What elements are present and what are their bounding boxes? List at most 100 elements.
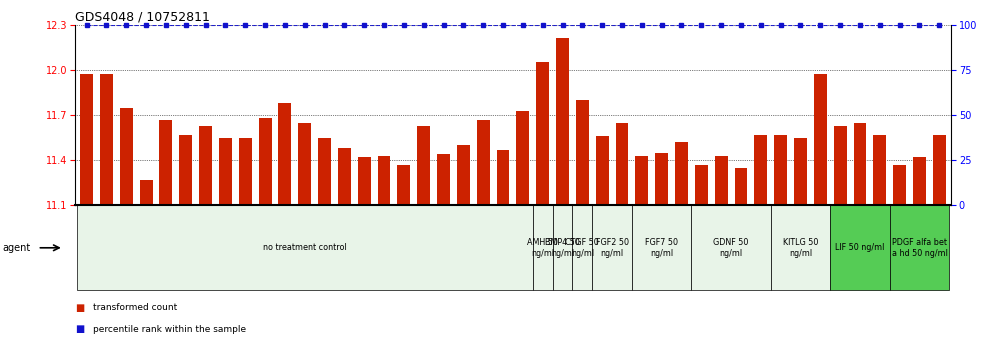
Bar <box>893 165 906 205</box>
Bar <box>814 74 827 205</box>
Bar <box>259 118 272 205</box>
Text: GSM510060: GSM510060 <box>896 205 902 249</box>
Text: agent: agent <box>2 243 30 253</box>
Bar <box>854 122 867 205</box>
Bar <box>497 150 510 205</box>
Bar <box>219 138 232 205</box>
Text: BMP4 50
ng/ml: BMP4 50 ng/ml <box>545 238 580 257</box>
Text: GDS4048 / 10752811: GDS4048 / 10752811 <box>75 11 209 24</box>
Text: transformed count: transformed count <box>93 303 177 313</box>
Bar <box>477 120 490 205</box>
Bar <box>397 165 410 205</box>
Text: GSM510031: GSM510031 <box>202 205 208 249</box>
Bar <box>298 122 311 205</box>
Bar <box>631 205 691 290</box>
Bar <box>754 135 767 205</box>
Text: GSM510046: GSM510046 <box>500 205 506 249</box>
Bar <box>553 205 573 290</box>
Text: GSM510056: GSM510056 <box>818 205 824 249</box>
Text: GSM510030: GSM510030 <box>182 205 189 249</box>
Text: FGF7 50
ng/ml: FGF7 50 ng/ml <box>645 238 678 257</box>
Bar <box>576 100 589 205</box>
Bar <box>573 205 593 290</box>
Text: GSM510032: GSM510032 <box>222 205 228 249</box>
Bar <box>715 156 728 205</box>
Bar <box>318 138 331 205</box>
Text: GSM510037: GSM510037 <box>322 205 328 249</box>
Text: GSM510047: GSM510047 <box>520 205 526 249</box>
Bar <box>338 148 351 205</box>
Text: GSM510042: GSM510042 <box>420 205 426 249</box>
Bar <box>437 154 450 205</box>
Bar <box>889 205 949 290</box>
Text: GSM510059: GSM510059 <box>876 205 882 249</box>
Text: GSM510053: GSM510053 <box>698 205 704 249</box>
Text: GSM510063: GSM510063 <box>600 205 606 249</box>
Text: GSM510040: GSM510040 <box>381 205 387 249</box>
Bar <box>533 205 553 290</box>
Bar <box>873 135 886 205</box>
Bar <box>635 156 648 205</box>
Text: GSM510035: GSM510035 <box>282 205 288 249</box>
Bar <box>794 138 807 205</box>
Bar <box>933 135 946 205</box>
Text: LIF 50 ng/ml: LIF 50 ng/ml <box>836 243 884 252</box>
Bar <box>100 74 113 205</box>
Text: GSM510038: GSM510038 <box>342 205 348 249</box>
Bar <box>536 62 549 205</box>
Bar <box>771 205 831 290</box>
Bar <box>239 138 252 205</box>
Text: no treatment control: no treatment control <box>263 243 347 252</box>
Text: GSM510058: GSM510058 <box>857 205 863 249</box>
Text: GSM510065: GSM510065 <box>638 205 644 249</box>
Text: GSM510039: GSM510039 <box>362 205 368 249</box>
Text: GSM510064: GSM510064 <box>619 205 625 249</box>
Bar <box>913 157 926 205</box>
Bar <box>80 74 93 205</box>
Bar <box>279 103 292 205</box>
Text: GSM510045: GSM510045 <box>480 205 486 249</box>
Bar <box>179 135 192 205</box>
Bar <box>120 108 132 205</box>
Bar <box>77 205 533 290</box>
Bar <box>695 165 708 205</box>
Text: GSM510055: GSM510055 <box>798 205 804 249</box>
Text: GSM510057: GSM510057 <box>837 205 844 249</box>
Bar <box>831 205 889 290</box>
Text: GDNF 50
ng/ml: GDNF 50 ng/ml <box>713 238 749 257</box>
Text: GSM509258: GSM509258 <box>560 205 566 249</box>
Text: GSM510029: GSM510029 <box>163 205 169 249</box>
Text: FGF2 50
ng/ml: FGF2 50 ng/ml <box>596 238 628 257</box>
Bar <box>199 126 212 205</box>
Text: GSM509256: GSM509256 <box>124 205 129 249</box>
Text: GSM510054: GSM510054 <box>778 205 784 249</box>
Text: GSM510049: GSM510049 <box>738 205 744 249</box>
Bar <box>691 205 771 290</box>
Text: KITLG 50
ng/ml: KITLG 50 ng/ml <box>783 238 818 257</box>
Bar <box>655 153 668 205</box>
Bar <box>675 142 688 205</box>
Bar <box>516 110 529 205</box>
Text: CTGF 50
ng/ml: CTGF 50 ng/ml <box>566 238 600 257</box>
Text: GSM510034: GSM510034 <box>262 205 268 249</box>
Text: ■: ■ <box>75 303 84 313</box>
Text: GSM510051: GSM510051 <box>658 205 664 249</box>
Bar <box>457 145 470 205</box>
Text: GSM509259: GSM509259 <box>580 205 586 249</box>
Bar <box>377 156 390 205</box>
Text: GSM510062: GSM510062 <box>936 205 942 249</box>
Bar <box>734 168 747 205</box>
Text: percentile rank within the sample: percentile rank within the sample <box>93 325 246 334</box>
Bar <box>139 180 152 205</box>
Text: GSM510028: GSM510028 <box>143 205 149 249</box>
Text: GSM510048: GSM510048 <box>718 205 724 249</box>
Text: GSM509255: GSM509255 <box>104 205 110 249</box>
Bar <box>616 122 628 205</box>
Bar <box>358 157 371 205</box>
Bar <box>593 205 631 290</box>
Bar <box>596 136 609 205</box>
Bar <box>417 126 430 205</box>
Text: GSM509254: GSM509254 <box>84 205 90 249</box>
Text: GSM510033: GSM510033 <box>242 205 248 249</box>
Bar <box>556 38 569 205</box>
